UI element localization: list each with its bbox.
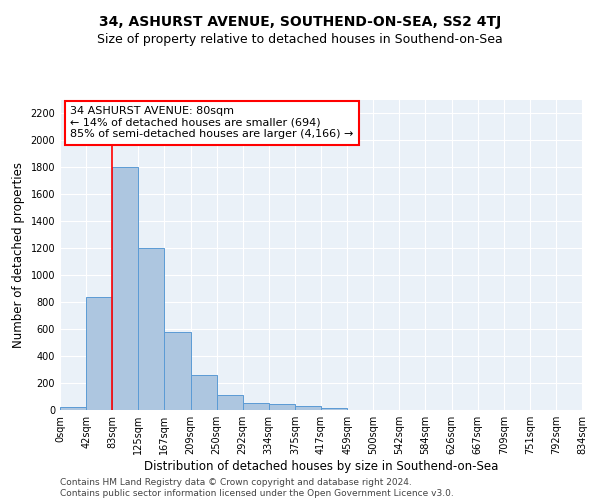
Bar xyxy=(60,406,86,410)
Bar xyxy=(191,375,217,410)
Bar xyxy=(269,404,295,410)
Bar xyxy=(139,248,164,410)
Bar xyxy=(217,395,243,410)
Text: Contains HM Land Registry data © Crown copyright and database right 2024.
Contai: Contains HM Land Registry data © Crown c… xyxy=(60,478,454,498)
Bar xyxy=(295,406,321,410)
Bar xyxy=(164,332,191,410)
Bar xyxy=(243,404,269,410)
Bar xyxy=(321,408,347,410)
Text: 34, ASHURST AVENUE, SOUTHEND-ON-SEA, SS2 4TJ: 34, ASHURST AVENUE, SOUTHEND-ON-SEA, SS2… xyxy=(99,15,501,29)
Text: Size of property relative to detached houses in Southend-on-Sea: Size of property relative to detached ho… xyxy=(97,32,503,46)
X-axis label: Distribution of detached houses by size in Southend-on-Sea: Distribution of detached houses by size … xyxy=(144,460,498,473)
Y-axis label: Number of detached properties: Number of detached properties xyxy=(12,162,25,348)
Bar xyxy=(86,297,112,410)
Text: 34 ASHURST AVENUE: 80sqm
← 14% of detached houses are smaller (694)
85% of semi-: 34 ASHURST AVENUE: 80sqm ← 14% of detach… xyxy=(70,106,354,140)
Bar xyxy=(112,168,139,410)
